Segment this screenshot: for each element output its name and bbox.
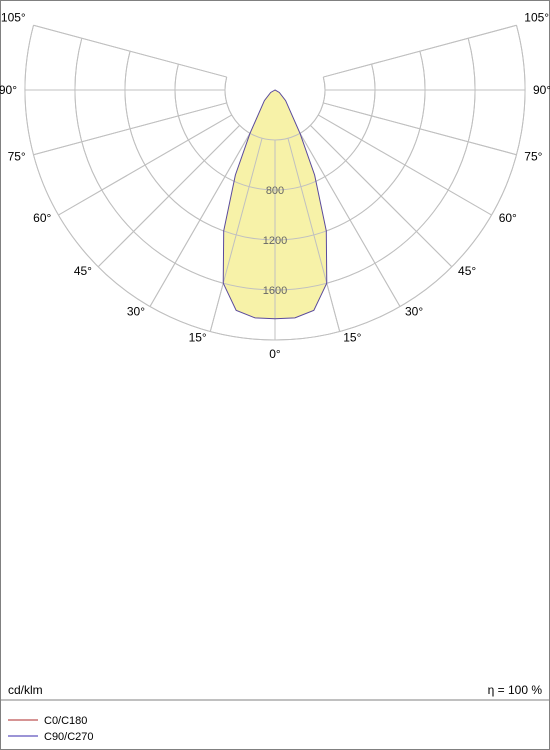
angle-label: 75° <box>524 149 542 163</box>
angle-label: 0° <box>269 347 281 361</box>
legend-label: C90/C270 <box>44 731 94 743</box>
angle-label: 30° <box>127 305 145 319</box>
angle-label: 60° <box>33 211 51 225</box>
polar-chart: 800 1200 1600 0° 15° 15° 30° 30° 45° 45° 60° 60° 75°… <box>0 0 550 750</box>
legend-label: C0/C180 <box>44 715 87 727</box>
efficiency-label: η = 100 % <box>488 683 543 697</box>
angle-label: 90° <box>0 83 17 97</box>
angle-label: 105° <box>524 11 549 25</box>
angle-label: 15° <box>343 330 361 344</box>
ring-label: 1600 <box>263 285 287 297</box>
ring-label: 800 <box>266 185 284 197</box>
angle-label: 15° <box>189 330 207 344</box>
angle-label: 30° <box>405 305 423 319</box>
angle-label: 45° <box>74 264 92 278</box>
ring-label: 1200 <box>263 235 287 247</box>
angle-label: 45° <box>458 264 476 278</box>
angle-label: 105° <box>1 11 26 25</box>
angle-label: 90° <box>533 83 550 97</box>
angle-label: 75° <box>8 149 26 163</box>
angle-label: 60° <box>499 211 517 225</box>
axis-unit-label: cd/klm <box>8 683 43 697</box>
